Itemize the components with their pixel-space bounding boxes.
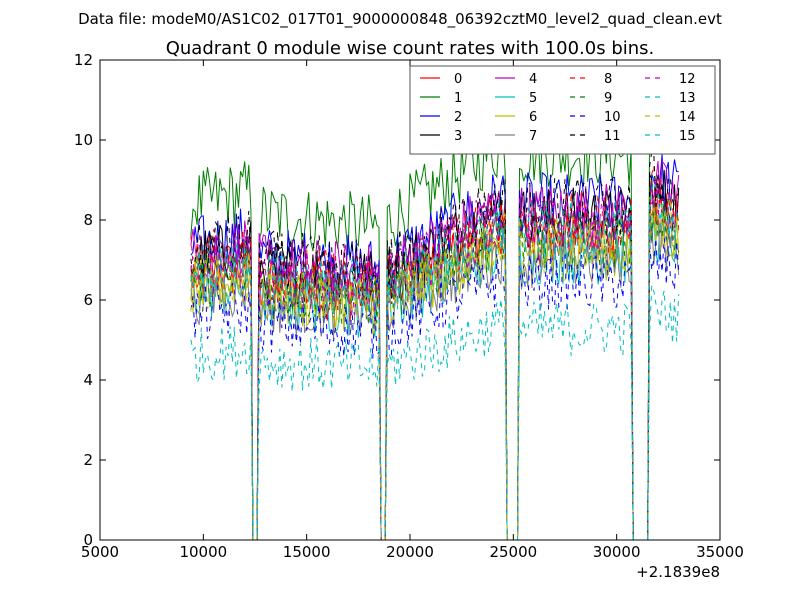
x-tick-label: 35000: [696, 543, 744, 561]
y-tick-label: 4: [83, 371, 93, 389]
legend-label-0: 0: [454, 72, 462, 87]
x-tick-label: 10000: [179, 543, 227, 561]
x-offset-label: +2.1839e8: [636, 563, 720, 581]
series-layer: [190, 94, 680, 540]
x-tick-label: 15000: [283, 543, 331, 561]
datafile-label: Data file: modeM0/AS1C02_017T01_90000008…: [78, 10, 722, 29]
x-tick-label: 20000: [386, 543, 434, 561]
legend-label-6: 6: [529, 110, 537, 125]
legend-label-2: 2: [454, 110, 462, 125]
legend-label-7: 7: [529, 129, 537, 144]
x-tick-label: 30000: [593, 543, 641, 561]
legend-label-15: 15: [679, 129, 696, 144]
chart-title: Quadrant 0 module wise count rates with …: [166, 38, 655, 59]
y-tick-label: 6: [83, 291, 93, 309]
legend-label-1: 1: [454, 91, 462, 106]
series-line-10: [190, 238, 680, 540]
x-tick-label: 5000: [81, 543, 119, 561]
legend-label-12: 12: [679, 72, 696, 87]
legend-label-9: 9: [604, 91, 612, 106]
y-tick-label: 2: [83, 451, 93, 469]
y-tick-label: 8: [83, 211, 93, 229]
series-line-9: [190, 184, 680, 540]
legend-label-13: 13: [679, 91, 696, 106]
y-tick-label: 10: [74, 131, 93, 149]
series-line-13: [190, 285, 680, 540]
legend-label-3: 3: [454, 129, 462, 144]
y-tick-label: 12: [74, 51, 93, 69]
legend-label-5: 5: [529, 91, 537, 106]
legend-frame: [409, 65, 716, 155]
ticks-layer: 5000 10000 15000 20000 25000 30000 35000 0 2 4 6 8 1…: [74, 51, 744, 561]
legend-label-8: 8: [604, 72, 612, 87]
series-line-15: [190, 177, 680, 540]
series-line-4: [190, 159, 680, 540]
legend-label-11: 11: [604, 129, 621, 144]
series-line-8: [190, 165, 680, 540]
legend-label-10: 10: [604, 110, 621, 125]
legend-label-14: 14: [679, 110, 696, 125]
series-line-1: [190, 94, 680, 540]
x-tick-label: 25000: [489, 543, 537, 561]
y-tick-label: 0: [83, 531, 93, 549]
legend-label-4: 4: [529, 72, 537, 87]
